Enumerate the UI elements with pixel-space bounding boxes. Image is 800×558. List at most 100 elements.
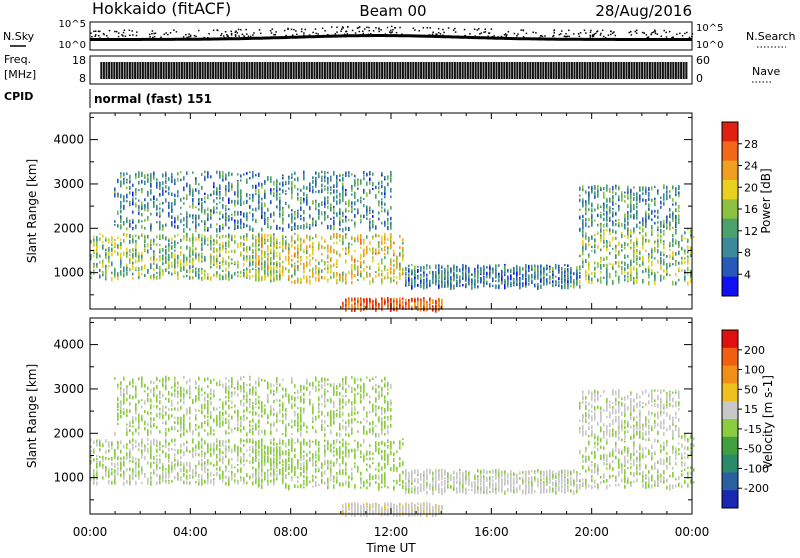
echo-cell bbox=[564, 279, 566, 282]
noise-sample bbox=[331, 36, 333, 38]
echo-cell bbox=[105, 249, 107, 252]
velocity-scatter bbox=[90, 376, 695, 518]
echo-cell bbox=[174, 235, 176, 238]
echo-cell bbox=[297, 261, 299, 263]
noise-sample bbox=[186, 37, 188, 39]
noise-sample bbox=[689, 37, 691, 39]
echo-cell bbox=[645, 239, 647, 243]
echo-cell bbox=[129, 187, 131, 190]
noise-sample bbox=[526, 33, 528, 35]
echo-cell bbox=[369, 226, 371, 229]
echo-cell bbox=[531, 281, 533, 284]
echo-cell bbox=[558, 277, 560, 280]
echo-cell bbox=[336, 182, 338, 184]
echo-cell bbox=[171, 255, 173, 259]
noise-sample bbox=[542, 36, 544, 38]
echo-cell bbox=[609, 198, 611, 202]
echo-cell bbox=[105, 254, 107, 257]
echo-cell bbox=[513, 268, 515, 272]
echo-cell bbox=[645, 187, 647, 191]
echo-cell bbox=[147, 202, 149, 205]
echo-cell bbox=[333, 189, 335, 193]
echo-cell bbox=[330, 247, 332, 250]
echo-cell bbox=[126, 187, 128, 190]
echo-cell bbox=[114, 250, 116, 253]
echo-cell bbox=[270, 257, 272, 261]
echo-cell bbox=[273, 191, 275, 194]
echo-cell bbox=[345, 233, 347, 236]
echo-cell bbox=[261, 243, 263, 247]
echo-cell bbox=[327, 225, 329, 229]
noise-sample bbox=[312, 32, 314, 33]
noise-sample bbox=[679, 33, 681, 35]
echo-cell bbox=[456, 284, 458, 287]
echo-cell bbox=[312, 200, 314, 203]
echo-cell bbox=[138, 255, 140, 258]
echo-cell bbox=[114, 224, 116, 226]
echo-cell bbox=[225, 244, 227, 247]
echo-cell bbox=[156, 185, 158, 189]
echo-cell bbox=[123, 273, 125, 277]
echo-cell bbox=[399, 235, 401, 238]
echo-cell bbox=[438, 302, 440, 305]
echo-cell bbox=[666, 255, 668, 258]
echo-cell bbox=[594, 262, 596, 265]
echo-cell bbox=[678, 219, 680, 221]
echo-cell bbox=[606, 207, 608, 209]
echo-cell bbox=[591, 222, 593, 227]
echo-cell bbox=[489, 267, 491, 270]
beam-title: Beam 00 bbox=[359, 2, 426, 20]
echo-cell bbox=[624, 275, 626, 278]
echo-cell bbox=[120, 440, 122, 444]
echo-cell bbox=[255, 259, 257, 262]
echo-cell bbox=[618, 251, 620, 253]
echo-cell bbox=[120, 450, 122, 454]
echo-cell bbox=[132, 198, 134, 202]
echo-cell bbox=[336, 200, 338, 205]
echo-cell bbox=[135, 234, 137, 237]
echo-cell bbox=[249, 476, 251, 480]
echo-cell bbox=[303, 171, 305, 175]
y-tick-label: 4000 bbox=[53, 133, 84, 147]
echo-cell bbox=[219, 262, 221, 264]
echo-cell bbox=[336, 242, 338, 245]
echo-cell bbox=[276, 252, 278, 254]
echo-cell bbox=[96, 266, 98, 268]
echo-cell bbox=[276, 277, 278, 281]
echo-cell bbox=[321, 179, 323, 182]
echo-cell bbox=[228, 266, 230, 268]
echo-cell bbox=[609, 263, 611, 265]
echo-cell bbox=[618, 281, 620, 284]
echo-cell bbox=[180, 179, 182, 181]
echo-cell bbox=[309, 254, 311, 258]
echo-cell bbox=[282, 209, 284, 214]
echo-cell bbox=[540, 285, 542, 289]
noise-sample bbox=[559, 34, 561, 36]
echo-cell bbox=[381, 300, 383, 305]
echo-cell bbox=[306, 235, 308, 237]
echo-cell bbox=[120, 261, 122, 266]
echo-cell bbox=[504, 279, 506, 282]
noise-sample bbox=[665, 32, 667, 34]
noise-sample bbox=[118, 32, 120, 34]
echo-cell bbox=[645, 223, 647, 228]
echo-cell bbox=[216, 266, 218, 268]
echo-cell bbox=[393, 264, 395, 267]
echo-cell bbox=[579, 275, 581, 279]
echo-cell bbox=[183, 275, 185, 277]
noise-sample bbox=[414, 29, 416, 31]
echo-cell bbox=[270, 226, 272, 230]
echo-cell bbox=[345, 237, 347, 239]
echo-cell bbox=[210, 175, 212, 178]
noise-sample bbox=[301, 28, 303, 30]
echo-cell bbox=[588, 237, 590, 242]
echo-cell bbox=[240, 236, 242, 240]
echo-cell bbox=[201, 258, 203, 261]
echo-cell bbox=[276, 270, 278, 273]
echo-cell bbox=[426, 278, 428, 283]
colorbar-swatch bbox=[722, 219, 738, 239]
echo-cell bbox=[162, 189, 164, 193]
echo-cell bbox=[654, 222, 656, 225]
noise-sample bbox=[401, 33, 403, 35]
echo-cell bbox=[645, 213, 647, 218]
